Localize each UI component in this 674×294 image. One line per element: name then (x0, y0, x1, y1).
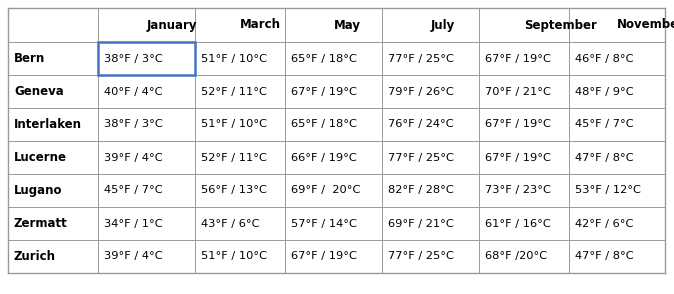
Text: Interlaken: Interlaken (14, 118, 82, 131)
Text: 68°F /20°C: 68°F /20°C (485, 251, 547, 261)
Text: November: November (617, 19, 674, 31)
Text: 43°F / 6°C: 43°F / 6°C (201, 218, 259, 228)
Text: 42°F / 6°C: 42°F / 6°C (575, 218, 634, 228)
Text: 45°F / 7°C: 45°F / 7°C (575, 119, 634, 129)
Text: 38°F / 3°C: 38°F / 3°C (104, 119, 162, 129)
Text: Bern: Bern (14, 52, 45, 65)
Text: 67°F / 19°C: 67°F / 19°C (485, 153, 551, 163)
Text: 79°F / 26°C: 79°F / 26°C (388, 86, 454, 96)
Text: Zurich: Zurich (14, 250, 56, 263)
Text: 67°F / 19°C: 67°F / 19°C (291, 86, 357, 96)
Text: Lugano: Lugano (14, 184, 63, 197)
Text: 47°F / 8°C: 47°F / 8°C (575, 153, 634, 163)
Text: September: September (524, 19, 597, 31)
Text: 56°F / 13°C: 56°F / 13°C (201, 186, 267, 196)
Text: 39°F / 4°C: 39°F / 4°C (104, 153, 162, 163)
Text: Zermatt: Zermatt (14, 217, 68, 230)
Text: January: January (146, 19, 197, 31)
Text: 48°F / 9°C: 48°F / 9°C (575, 86, 634, 96)
Text: 53°F / 12°C: 53°F / 12°C (575, 186, 641, 196)
Text: 69°F / 21°C: 69°F / 21°C (388, 218, 454, 228)
Text: 82°F / 28°C: 82°F / 28°C (388, 186, 454, 196)
Text: 65°F / 18°C: 65°F / 18°C (291, 119, 357, 129)
Text: 69°F /  20°C: 69°F / 20°C (291, 186, 361, 196)
Text: July: July (431, 19, 455, 31)
Text: 51°F / 10°C: 51°F / 10°C (201, 251, 267, 261)
Text: 61°F / 16°C: 61°F / 16°C (485, 218, 551, 228)
Text: 45°F / 7°C: 45°F / 7°C (104, 186, 162, 196)
Text: 40°F / 4°C: 40°F / 4°C (104, 86, 162, 96)
Text: Lucerne: Lucerne (14, 151, 67, 164)
Text: 77°F / 25°C: 77°F / 25°C (388, 54, 454, 64)
Text: 52°F / 11°C: 52°F / 11°C (201, 153, 267, 163)
Text: 67°F / 19°C: 67°F / 19°C (485, 54, 551, 64)
Text: 34°F / 1°C: 34°F / 1°C (104, 218, 162, 228)
Text: May: May (334, 19, 361, 31)
Text: 39°F / 4°C: 39°F / 4°C (104, 251, 162, 261)
Text: March: March (240, 19, 281, 31)
Text: 77°F / 25°C: 77°F / 25°C (388, 251, 454, 261)
Text: 76°F / 24°C: 76°F / 24°C (388, 119, 454, 129)
Text: 46°F / 8°C: 46°F / 8°C (575, 54, 634, 64)
Text: Geneva: Geneva (14, 85, 64, 98)
Text: 52°F / 11°C: 52°F / 11°C (201, 86, 267, 96)
Text: 77°F / 25°C: 77°F / 25°C (388, 153, 454, 163)
Text: 65°F / 18°C: 65°F / 18°C (291, 54, 357, 64)
Text: 47°F / 8°C: 47°F / 8°C (575, 251, 634, 261)
Text: 57°F / 14°C: 57°F / 14°C (291, 218, 357, 228)
Text: 51°F / 10°C: 51°F / 10°C (201, 54, 267, 64)
Text: 51°F / 10°C: 51°F / 10°C (201, 119, 267, 129)
Text: 66°F / 19°C: 66°F / 19°C (291, 153, 357, 163)
Bar (98, 42, 195, 75)
Text: 67°F / 19°C: 67°F / 19°C (485, 119, 551, 129)
Text: 38°F / 3°C: 38°F / 3°C (104, 54, 162, 64)
Text: 70°F / 21°C: 70°F / 21°C (485, 86, 551, 96)
Text: 67°F / 19°C: 67°F / 19°C (291, 251, 357, 261)
Text: 73°F / 23°C: 73°F / 23°C (485, 186, 551, 196)
